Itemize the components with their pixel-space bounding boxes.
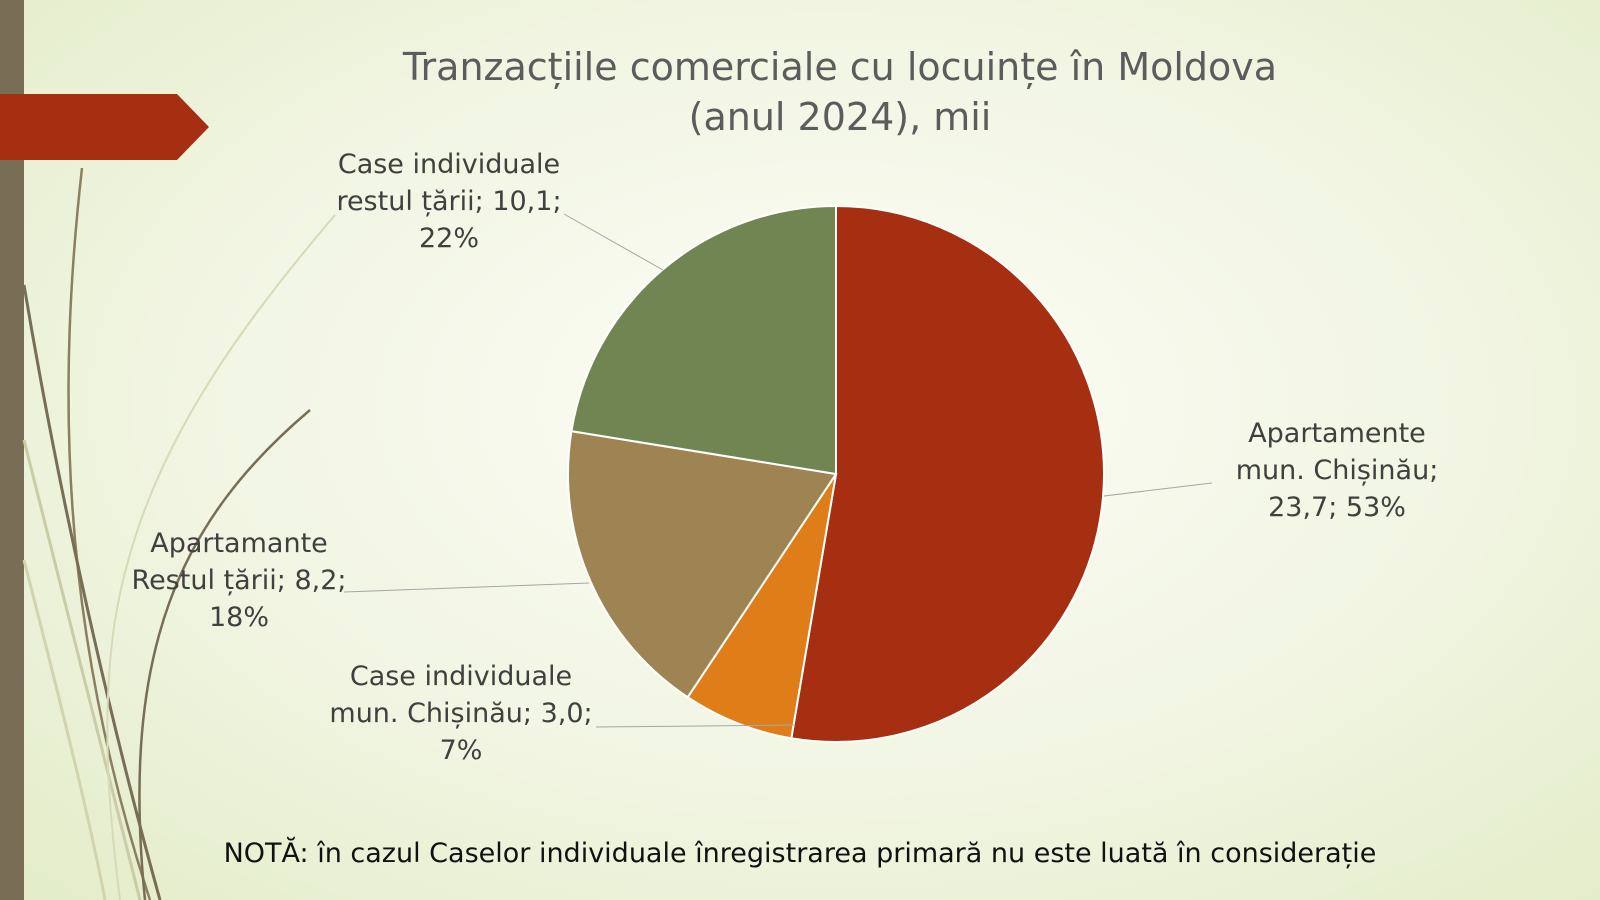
pie-slice-4	[570, 204, 837, 476]
leader-line-4	[563, 213, 664, 271]
chart-note: NOTĂ: în cazul Caselor individuale înreg…	[223, 838, 1377, 869]
leader-line-2	[595, 724, 795, 728]
leader-line-3	[343, 582, 590, 593]
title-arrow-tab	[0, 94, 209, 160]
leader-line-1	[1103, 482, 1213, 497]
data-label-1: Apartamente mun. Chișinău; 23,7; 53%	[1236, 418, 1439, 523]
chart-title: Tranzacțiile comerciale cu locuințe în M…	[370, 42, 1310, 142]
chart-title-line-2: (anul 2024), mii	[688, 95, 992, 139]
data-label-4: Case individuale restul țării; 10,1; 22%	[336, 149, 561, 254]
pie-slice-1	[790, 204, 1105, 743]
pie-slice-2	[686, 473, 837, 740]
pie-slice-3	[567, 430, 838, 699]
data-label-2: Case individuale mun. Chișinău; 3,0; 7%	[329, 661, 592, 766]
chart-title-line-1: Tranzacțiile comerciale cu locuințe în M…	[402, 45, 1278, 89]
grass-decoration	[22, 167, 336, 900]
data-label-3: Apartamante Restul țării; 8,2; 18%	[132, 528, 347, 633]
